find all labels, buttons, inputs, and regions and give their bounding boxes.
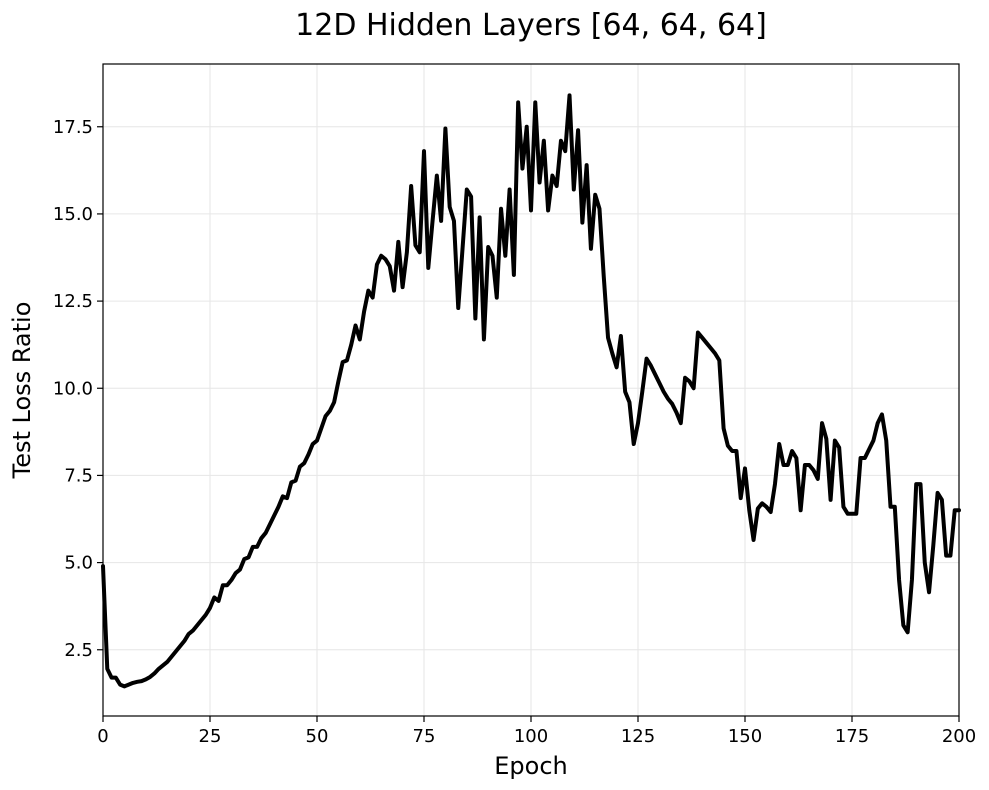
y-tick-label: 2.5 xyxy=(64,640,93,661)
grid xyxy=(102,64,960,716)
y-tick-label: 7.5 xyxy=(64,465,93,486)
x-tick-label: 150 xyxy=(728,726,762,747)
x-axis-title: Epoch xyxy=(494,752,568,780)
x-tick-label: 100 xyxy=(514,726,548,747)
y-tick-label: 15.0 xyxy=(53,204,93,225)
x-tick-label: 75 xyxy=(413,726,436,747)
x-tick-label: 0 xyxy=(97,726,108,747)
y-axis-title: Test Loss Ratio xyxy=(8,302,36,480)
series-layer xyxy=(101,93,961,689)
ticks: 0 25 50 75 100 125 150 175 200 2.5 5.0 7.5 10.0 12.5 1… xyxy=(53,117,976,747)
x-tick-label: 200 xyxy=(942,726,976,747)
y-tick-label: 5.0 xyxy=(64,553,93,574)
y-tick-label: 17.5 xyxy=(53,117,93,138)
y-tick-label: 12.5 xyxy=(53,291,93,312)
x-tick-label: 125 xyxy=(621,726,655,747)
chart-title: 12D Hidden Layers [64, 64, 64] xyxy=(295,8,767,43)
y-tick-label: 10.0 xyxy=(53,378,93,399)
x-tick-label: 50 xyxy=(306,726,329,747)
series-line xyxy=(101,93,961,689)
x-tick-label: 25 xyxy=(199,726,222,747)
x-tick-label: 175 xyxy=(835,726,869,747)
